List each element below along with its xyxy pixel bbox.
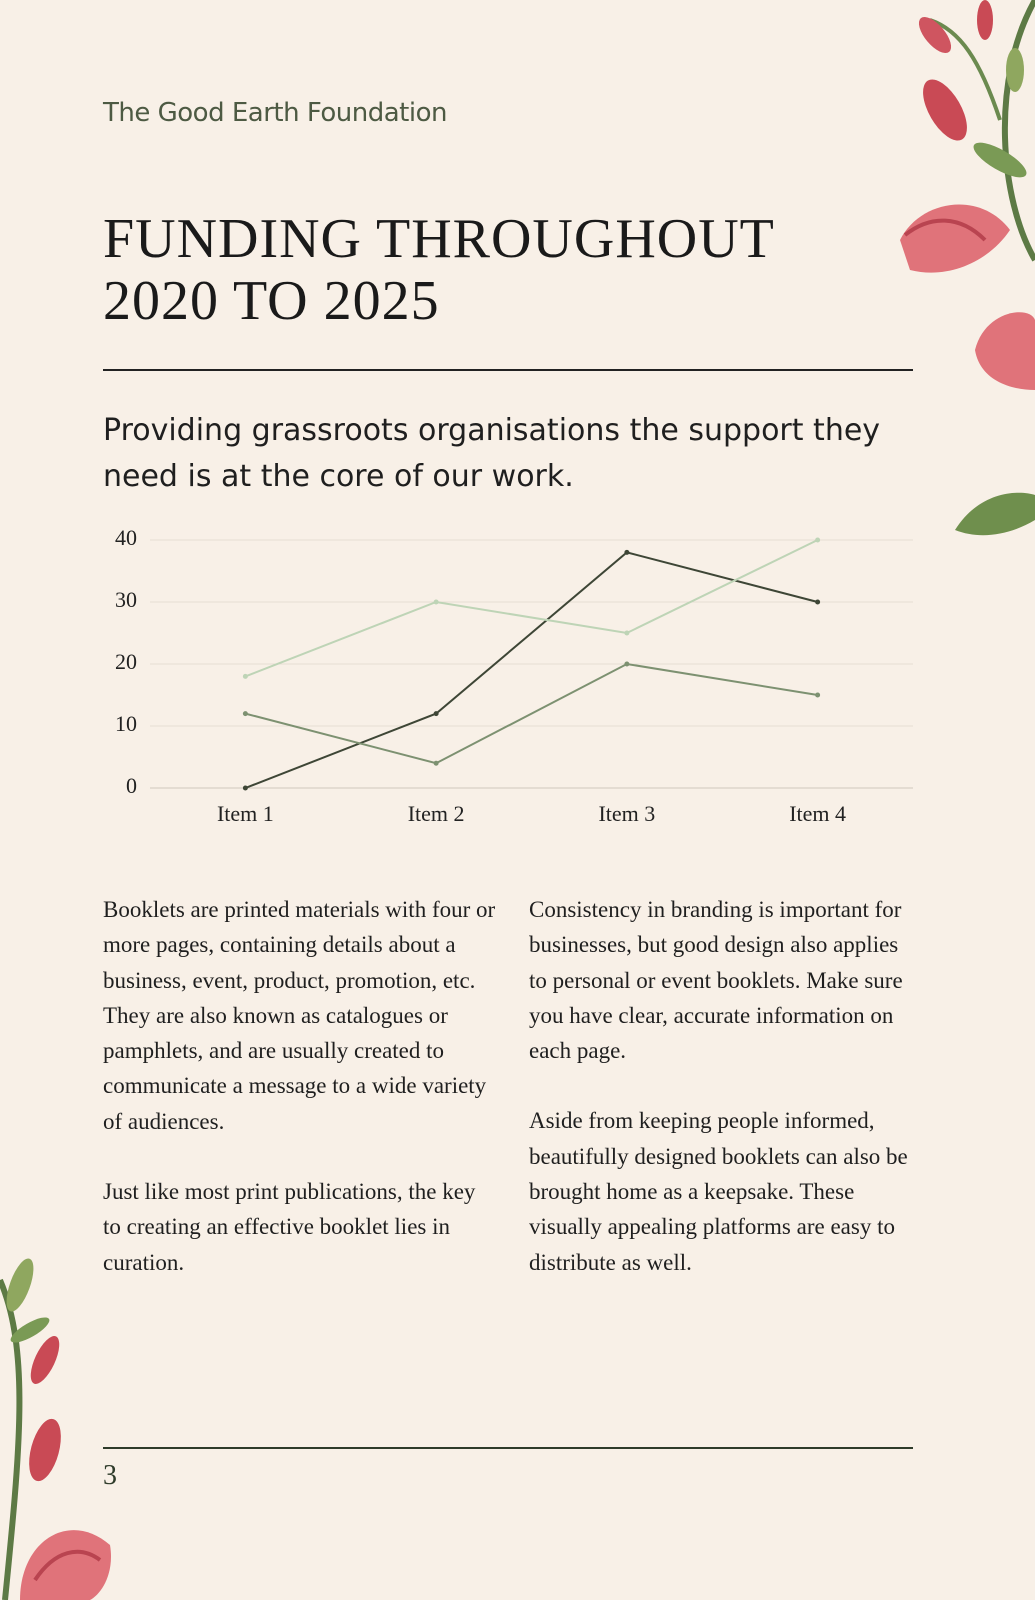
series-line bbox=[245, 662, 818, 765]
data-point bbox=[433, 599, 439, 605]
data-point bbox=[242, 673, 248, 679]
paragraph: Just like most print publications, the k… bbox=[103, 1179, 476, 1275]
y-tick-label: 10 bbox=[115, 711, 137, 736]
series-line bbox=[245, 539, 819, 678]
data-point bbox=[624, 549, 630, 555]
divider bbox=[103, 1447, 913, 1449]
y-tick-label: 30 bbox=[115, 587, 137, 612]
subtitle: Providing grassroots organisations the s… bbox=[103, 413, 881, 494]
text-column: Booklets are printed materials with four… bbox=[103, 892, 498, 1315]
text-column: Consistency in branding is important for… bbox=[529, 892, 919, 1315]
x-tick-label: Item 1 bbox=[217, 801, 274, 826]
data-point bbox=[242, 711, 248, 717]
data-point bbox=[242, 785, 248, 791]
title: FUNDING THROUGHOUT 2020 TO 2025 bbox=[103, 208, 774, 332]
y-tick-label: 0 bbox=[126, 773, 137, 798]
page-number: 3 bbox=[103, 1460, 117, 1491]
paragraph: Aside from keeping people informed, beau… bbox=[529, 1108, 908, 1275]
x-tick-label: Item 2 bbox=[408, 801, 465, 826]
data-point bbox=[815, 537, 821, 543]
x-tick-label: Item 3 bbox=[598, 801, 655, 826]
line-chart: 0 10 20 30 40 Item 1 Item 2 Item 3 Item 4 bbox=[115, 525, 913, 826]
data-point bbox=[433, 711, 439, 717]
x-tick-label: Item 4 bbox=[789, 801, 846, 826]
data-point bbox=[624, 661, 630, 667]
data-point bbox=[815, 692, 821, 698]
flowers-bottom-left bbox=[0, 1258, 111, 1600]
organisation: The Good Earth Foundation bbox=[103, 98, 447, 128]
paragraph: Consistency in branding is important for… bbox=[529, 897, 903, 1064]
data-point bbox=[815, 599, 821, 605]
data-point bbox=[624, 630, 630, 636]
y-tick-label: 20 bbox=[115, 649, 137, 674]
y-tick-label: 40 bbox=[115, 525, 137, 550]
flowers-top-right bbox=[900, 0, 1035, 536]
paragraph: Booklets are printed materials with four… bbox=[103, 897, 496, 1134]
data-point bbox=[433, 760, 439, 766]
divider bbox=[103, 369, 913, 371]
series-line bbox=[245, 551, 818, 789]
